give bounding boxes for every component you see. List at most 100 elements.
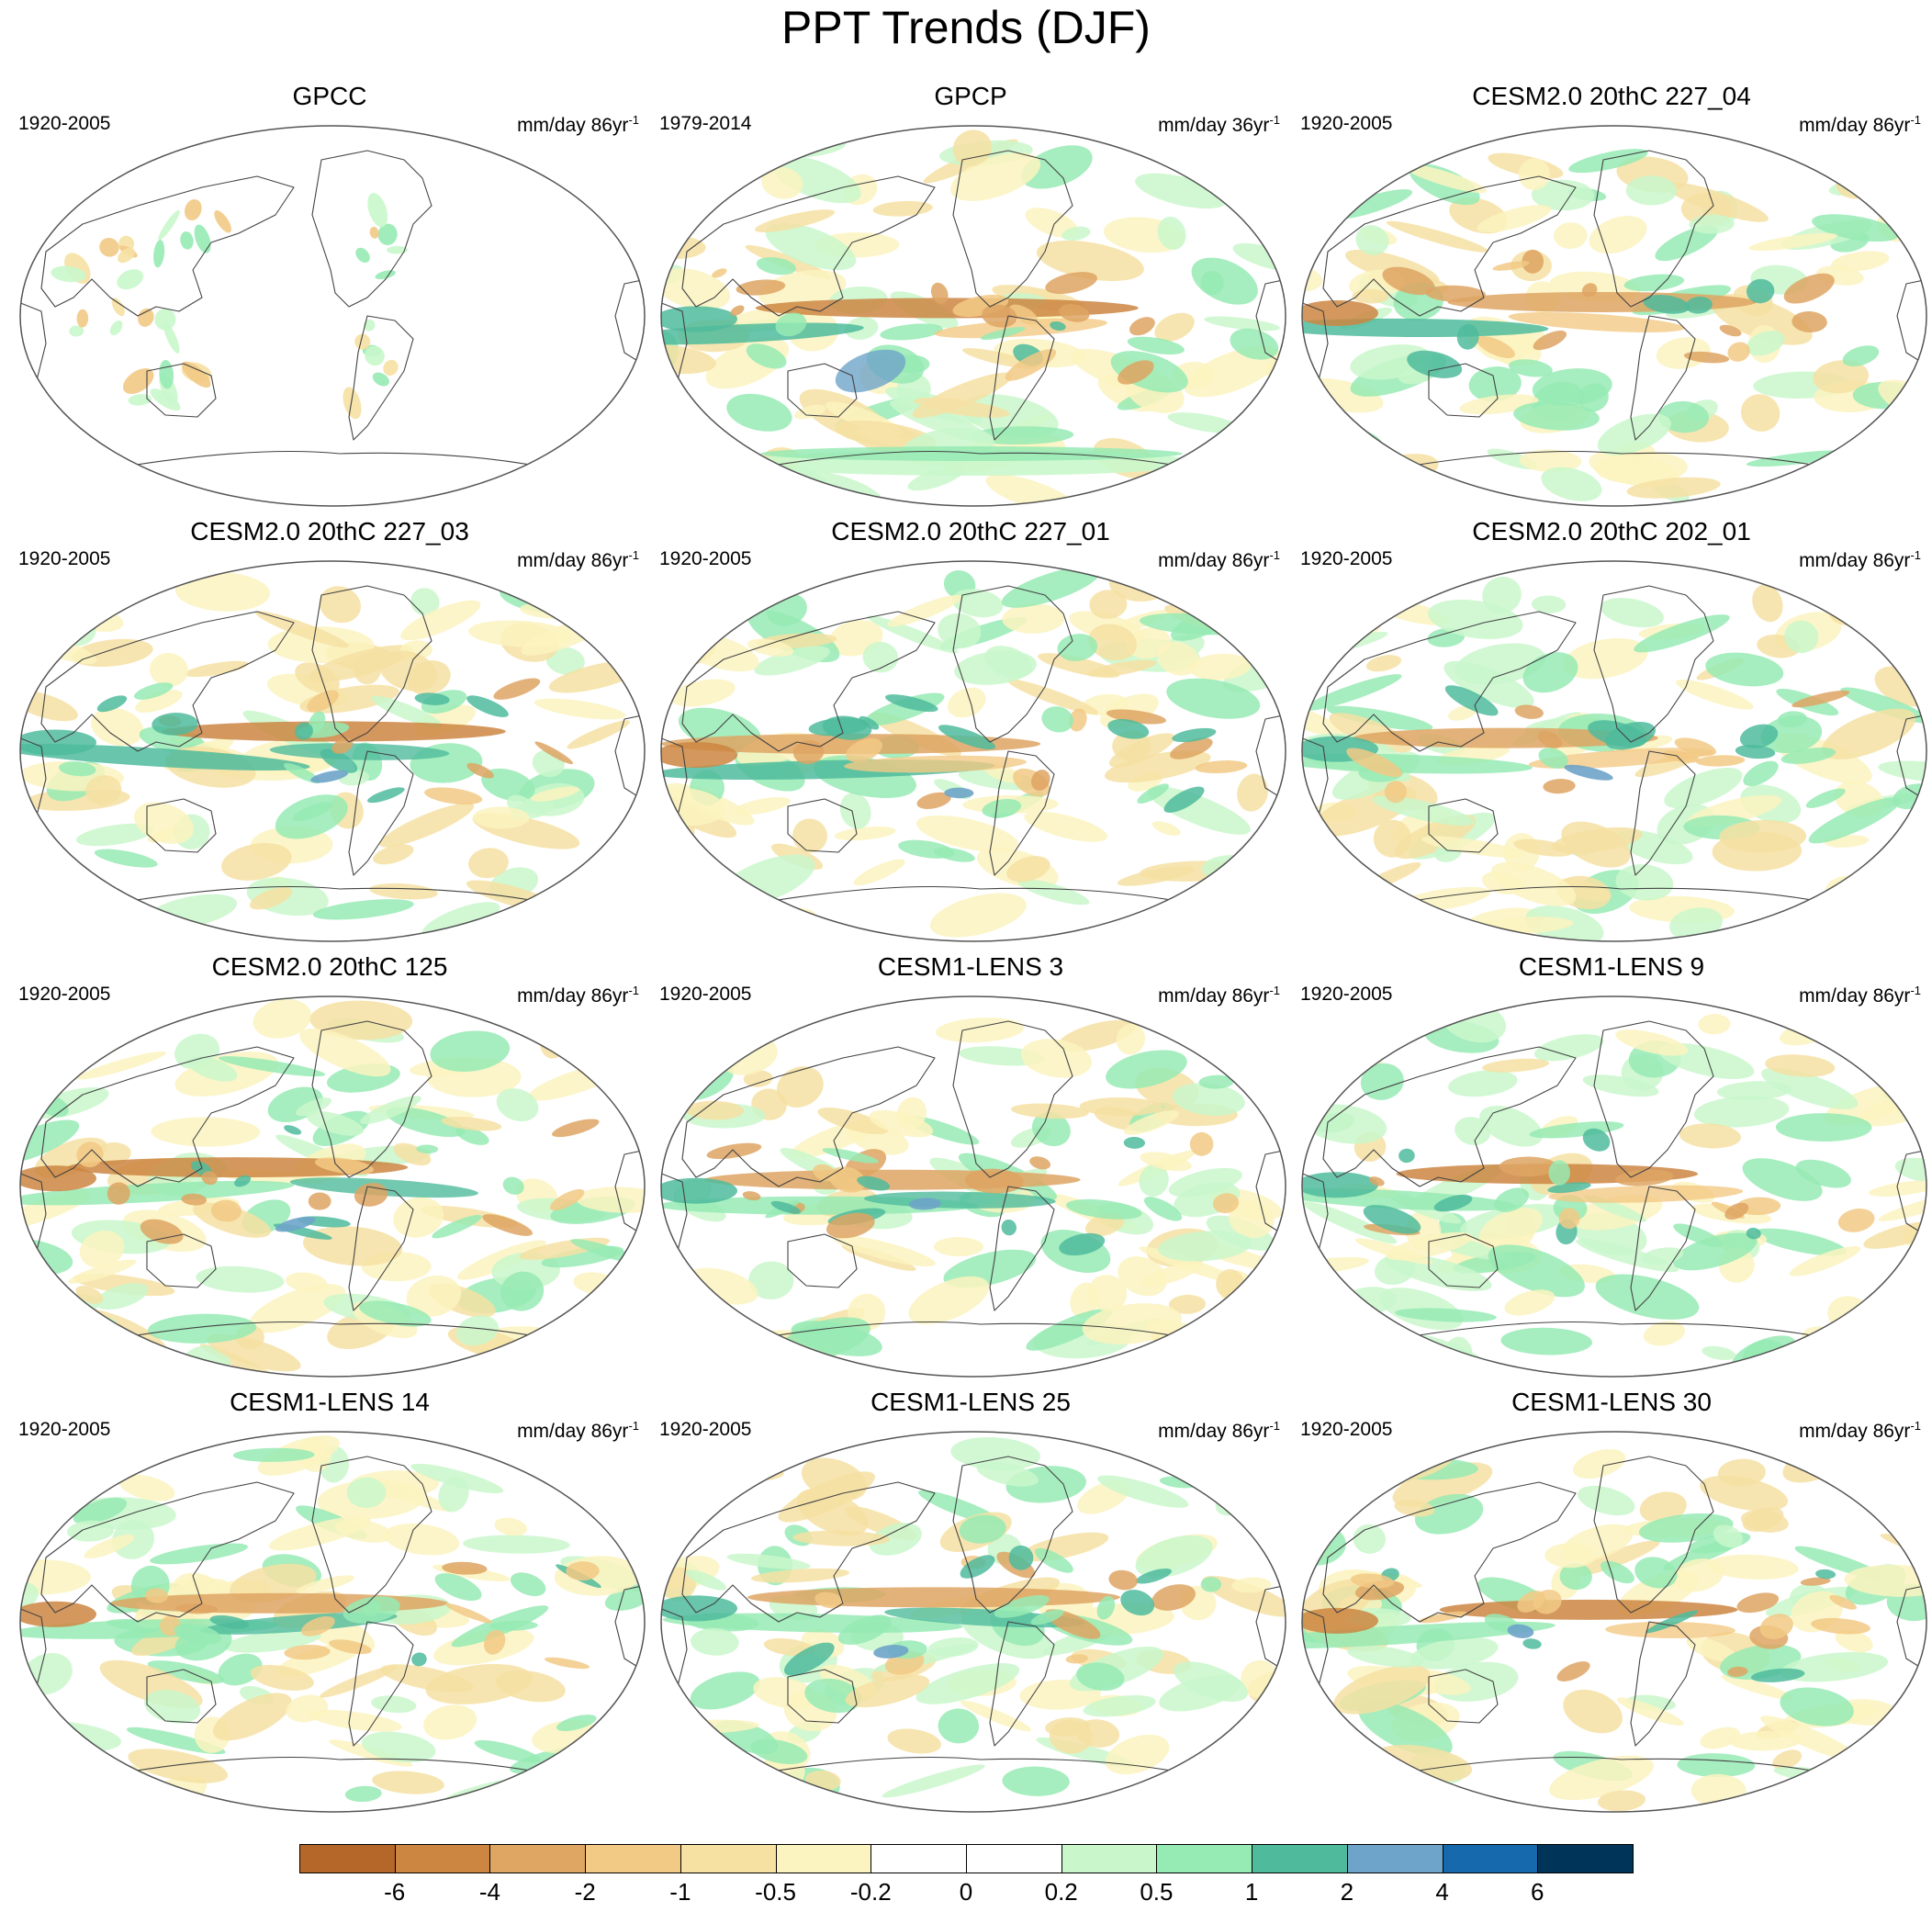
trend-patch: [1304, 674, 1402, 711]
trend-patch: [361, 1731, 436, 1763]
trend-patch: [1831, 251, 1890, 272]
trend-patch: [1031, 1111, 1071, 1147]
map-border: [19, 125, 646, 507]
trend-patch: [1634, 614, 1730, 653]
panel-unit: mm/day 86yr-1: [517, 979, 639, 1008]
trend-patch: [949, 152, 1041, 201]
coastline: [1373, 1321, 1870, 1348]
trend-patch: [1792, 311, 1827, 332]
trend-patch: [411, 1652, 427, 1667]
trend-patch: [284, 1125, 302, 1135]
trend-patch: [438, 1476, 469, 1513]
panel-period: 1920-2005: [18, 984, 111, 1005]
trend-patch: [1087, 1275, 1128, 1311]
panel-unit: mm/day 86yr-1: [1799, 108, 1921, 138]
trend-patch: [117, 269, 144, 290]
trend-patch: [869, 1523, 922, 1556]
panel-unit: mm/day 36yr-1: [1158, 108, 1280, 138]
coastline: [1630, 1621, 1696, 1747]
trend-patch: [295, 1097, 331, 1117]
trend-patch: [1005, 349, 1057, 381]
unit-text: mm/day 86yr: [517, 985, 629, 1007]
trend-patch: [1036, 240, 1144, 282]
trend-patch: [1191, 905, 1286, 932]
panel-period: 1920-2005: [1300, 113, 1393, 134]
trend-patch: [1522, 1638, 1542, 1649]
trend-patch: [1302, 266, 1323, 292]
trend-patch: [1705, 652, 1784, 687]
trend-patch: [210, 1199, 242, 1222]
trend-patch: [306, 1110, 364, 1136]
trend-patch: [1548, 1755, 1654, 1801]
trend-patch: [466, 762, 494, 779]
trend-patch: [482, 1214, 533, 1236]
trend-patch: [1425, 285, 1487, 302]
trend-patch: [1448, 1070, 1518, 1097]
trend-patch: [21, 1773, 100, 1807]
trend-patch: [369, 226, 379, 239]
trend-patch: [1500, 1327, 1592, 1355]
trend-patch: [379, 803, 475, 848]
trend-patch: [319, 586, 361, 624]
trend-patch: [107, 1182, 130, 1205]
trend-patch: [984, 646, 1032, 679]
unit-text: mm/day 86yr: [1799, 1421, 1911, 1442]
trend-patch: [468, 848, 509, 879]
trend-patch: [1140, 1261, 1203, 1288]
trend-patch: [1069, 708, 1087, 732]
colorbar-label: 4: [1435, 1878, 1449, 1906]
trend-patch: [1676, 679, 1754, 710]
map-panel: GPCP 1979-2014 mm/day 36yr-1: [650, 81, 1291, 512]
trend-patch: [300, 1615, 335, 1636]
trend-patch: [1089, 590, 1128, 619]
trend-patch: [1643, 1321, 1686, 1346]
trend-patch: [20, 1322, 66, 1339]
coastline: [787, 1669, 858, 1724]
trend-patch: [472, 806, 530, 829]
trend-patch: [308, 1192, 331, 1210]
trend-patch: [1504, 1289, 1556, 1316]
trend-patch: [20, 1559, 91, 1595]
trend-patch: [1118, 360, 1154, 385]
coastline: [1896, 714, 1926, 803]
trend-patch: [1868, 1180, 1926, 1197]
trend-patch: [699, 1337, 734, 1361]
trend-patch: [736, 279, 786, 296]
trend-patch: [1395, 1308, 1497, 1322]
trend-patch: [99, 237, 119, 257]
trend-patch: [367, 787, 405, 804]
panel-period: 1920-2005: [659, 548, 752, 569]
trend-patch: [1096, 1595, 1116, 1620]
trend-patch: [834, 826, 896, 841]
panel-unit: mm/day 86yr-1: [1799, 1414, 1921, 1444]
map-panel: CESM2.0 20thC 202_01 1920-2005 mm/day 86yr…: [1291, 516, 1932, 948]
unit-text: mm/day 86yr: [517, 1421, 629, 1442]
trend-patch: [1683, 351, 1730, 364]
trend-patch: [1029, 1156, 1051, 1170]
trend-patch: [1490, 861, 1577, 906]
trend-patch: [331, 737, 354, 754]
trend-patch: [1754, 483, 1850, 496]
trend-patch: [267, 626, 375, 663]
trend-patch: [444, 1603, 492, 1624]
trend-patch: [1689, 214, 1735, 234]
trend-patch: [661, 1327, 720, 1360]
trend-patch: [1693, 1096, 1790, 1128]
coastline: [311, 585, 432, 743]
trend-patch: [1414, 1493, 1484, 1535]
trend-patch: [184, 660, 249, 678]
trend-patch: [1568, 1540, 1660, 1578]
colorbar-box: [489, 1844, 587, 1873]
colorbar-box: [1442, 1844, 1539, 1873]
coastline: [91, 1321, 589, 1348]
coastline: [787, 798, 858, 853]
trend-patch: [1001, 1219, 1017, 1236]
trend-patch: [938, 1708, 980, 1744]
coastline: [311, 1456, 432, 1614]
trend-patch: [837, 1614, 892, 1646]
colorbar-label: 6: [1531, 1878, 1544, 1906]
trend-patch: [1499, 1156, 1557, 1177]
coastline: [614, 1584, 645, 1673]
panel-unit: mm/day 86yr-1: [1158, 544, 1280, 573]
trend-patch: [1030, 1609, 1064, 1625]
